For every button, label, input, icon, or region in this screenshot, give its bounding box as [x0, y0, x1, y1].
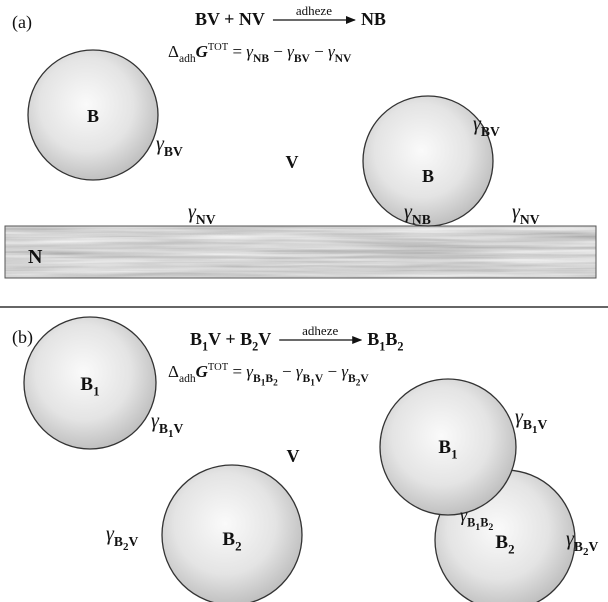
text-piece: −: [310, 42, 328, 61]
text-piece: B: [80, 374, 93, 395]
text-piece: B: [367, 329, 379, 349]
text-piece: V: [588, 539, 598, 554]
text-piece: V: [128, 534, 138, 549]
text-piece: NV: [196, 212, 216, 227]
text-piece: Δ: [168, 362, 179, 381]
medium: V: [286, 152, 299, 172]
text-piece: B: [438, 437, 451, 458]
medium: V: [287, 446, 300, 466]
text-piece: BV: [164, 144, 183, 159]
text-piece: B: [495, 532, 508, 553]
text-piece: V: [286, 152, 299, 172]
substrate: N: [28, 246, 43, 268]
text-piece: BV + NV: [195, 9, 265, 29]
text-piece: B: [385, 329, 397, 349]
text-piece: adh: [179, 372, 196, 385]
text-piece: V: [537, 417, 547, 432]
text-piece: −: [278, 362, 296, 381]
text-piece: −: [323, 362, 341, 381]
bound-particle: B: [422, 166, 434, 186]
text-piece: 2: [488, 522, 493, 533]
text-piece: G: [196, 42, 209, 61]
text-piece: Δ: [168, 42, 179, 61]
reaction-left: BV + NV: [195, 9, 265, 29]
text-piece: BV: [481, 124, 500, 139]
text-piece: TOT: [208, 42, 229, 53]
text-piece: B: [480, 515, 488, 529]
text-piece: adh: [179, 52, 196, 65]
text-piece: 2: [235, 539, 241, 554]
free-particle: B: [87, 106, 99, 126]
text-piece: B: [159, 421, 168, 436]
text-piece: 1: [93, 384, 99, 399]
text-piece: B: [114, 534, 123, 549]
text-piece: −: [269, 42, 287, 61]
reaction-right: NB: [361, 9, 386, 29]
text-piece: =: [228, 362, 246, 381]
text-piece: V + B: [208, 329, 252, 349]
figure: (a) (b) BV + NVadhezeNBΔadhGTOT = γNB − …: [0, 0, 608, 602]
text-piece: B: [190, 329, 202, 349]
panel-label: (a): [12, 12, 32, 33]
arrow-label: adheze: [302, 323, 338, 338]
substrate-texture: [5, 226, 596, 278]
text-piece: B: [422, 166, 434, 186]
text-piece: G: [196, 362, 209, 381]
text-piece: B: [222, 529, 235, 550]
arrow-label: adheze: [296, 3, 332, 18]
text-piece: N: [28, 246, 43, 268]
text-piece: V: [360, 372, 369, 385]
panel-label: (b): [12, 327, 33, 348]
text-piece: BV: [294, 52, 311, 65]
text-piece: NV: [335, 52, 352, 65]
text-piece: NV: [520, 212, 540, 227]
text-piece: NB: [253, 52, 269, 65]
text-piece: NB: [361, 9, 386, 29]
text-piece: TOT: [208, 362, 229, 373]
text-piece: 2: [508, 542, 514, 557]
text-piece: NB: [412, 212, 431, 227]
text-piece: =: [228, 42, 246, 61]
text-piece: B: [87, 106, 99, 126]
text-piece: V: [287, 446, 300, 466]
text-piece: 2: [397, 339, 403, 353]
text-piece: V: [173, 421, 183, 436]
text-piece: B: [523, 417, 532, 432]
text-piece: B: [467, 515, 475, 529]
text-piece: V: [258, 329, 271, 349]
text-piece: B: [574, 539, 583, 554]
text-piece: 1: [451, 447, 457, 462]
